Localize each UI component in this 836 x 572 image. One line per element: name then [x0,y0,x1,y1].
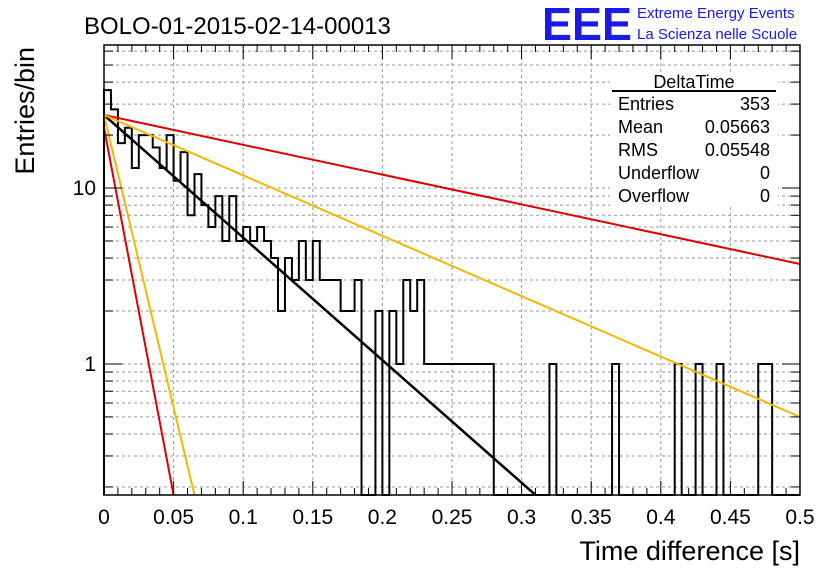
histogram [103,89,800,496]
x-tick-label-9: 0.45 [710,506,751,529]
grid-lines [104,45,800,495]
stats-box: DeltaTime Entries 353 Mean 0.05663 RMS 0… [610,72,778,206]
fit-line-3 [103,127,175,496]
logo-line-2: La Scienza nelle Scuole [637,26,797,43]
eee-logo-mark: EEE [542,0,632,50]
x-tick-label-0: 0 [98,506,110,529]
stats-box-title: DeltaTime [653,72,734,92]
stats-entries-value: 353 [740,94,770,114]
fit-line-0 [103,114,537,496]
fit-lines [103,114,801,496]
x-tick-label-5: 0.25 [432,506,473,529]
x-tick-label-8: 0.4 [646,506,676,529]
stats-underflow-label: Underflow [618,163,700,183]
stats-rms-label: RMS [618,140,658,160]
stats-underflow-value: 0 [760,163,770,183]
histogram-outline [103,89,800,496]
x-tick-label-3: 0.15 [292,506,333,529]
stats-mean-label: Mean [618,117,663,137]
stats-rms-value: 0.05548 [705,140,770,160]
x-tick-label-1: 0.05 [153,506,194,529]
chart-title: BOLO-01-2015-02-14-00013 [84,13,391,40]
fit-line-2 [103,114,801,418]
stats-box-background [610,72,778,206]
x-tick-label-10: 0.5 [785,506,814,529]
x-axis-label: Time difference [s] [579,536,800,566]
x-tick-label-4: 0.2 [368,506,397,529]
tick-labels: 0 0.05 0.1 0.15 0.2 0.25 0.3 0.35 0.4 0.45 0.5 1 10 [73,177,815,529]
y-tick-label-0: 1 [84,353,96,376]
y-tick-label-1: 10 [73,177,96,200]
x-tick-label-2: 0.1 [229,506,258,529]
stats-overflow-label: Overflow [618,186,690,206]
y-axis-label: Entries/bin [10,47,40,175]
x-tick-label-7: 0.35 [571,506,612,529]
x-tick-label-6: 0.3 [507,506,536,529]
logo-line-1: Extreme Energy Events [637,5,795,22]
axis-ticks [103,45,801,495]
fit-line-1 [103,114,801,265]
stats-overflow-value: 0 [760,186,770,206]
fit-line-4 [103,114,196,496]
stats-entries-label: Entries [618,94,674,114]
stats-mean-value: 0.05663 [705,117,770,137]
